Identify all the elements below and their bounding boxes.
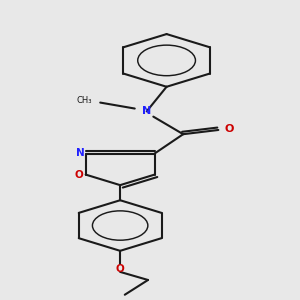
Text: O: O <box>75 170 83 180</box>
Text: CH₃: CH₃ <box>76 96 92 105</box>
Text: N: N <box>76 148 85 158</box>
Text: O: O <box>225 124 234 134</box>
Text: N: N <box>142 106 151 116</box>
Text: O: O <box>116 264 124 274</box>
